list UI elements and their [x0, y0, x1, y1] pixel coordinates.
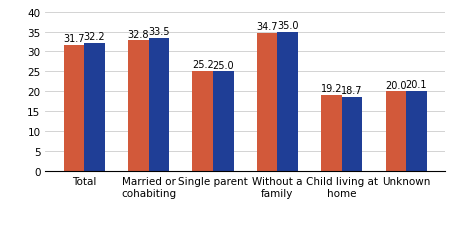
Text: 35.0: 35.0: [277, 21, 298, 31]
Text: 25.0: 25.0: [212, 60, 234, 71]
Text: 25.2: 25.2: [192, 60, 213, 70]
Bar: [148, 38, 169, 171]
Text: 32.8: 32.8: [128, 30, 149, 40]
Bar: [213, 72, 233, 171]
Bar: [342, 97, 362, 171]
Text: 18.7: 18.7: [341, 86, 363, 96]
Bar: [64, 46, 84, 171]
Bar: [128, 41, 148, 171]
Bar: [257, 34, 277, 171]
Bar: [192, 71, 213, 171]
Text: 20.0: 20.0: [385, 80, 407, 90]
Text: 19.2: 19.2: [321, 84, 342, 93]
Bar: [406, 91, 427, 171]
Bar: [385, 92, 406, 171]
Text: 33.5: 33.5: [148, 27, 170, 37]
Text: 34.7: 34.7: [257, 22, 278, 32]
Bar: [277, 33, 298, 171]
Bar: [84, 44, 105, 171]
Text: 31.7: 31.7: [63, 34, 84, 44]
Text: 20.1: 20.1: [406, 80, 427, 90]
Bar: [321, 95, 342, 171]
Text: 32.2: 32.2: [84, 32, 105, 42]
